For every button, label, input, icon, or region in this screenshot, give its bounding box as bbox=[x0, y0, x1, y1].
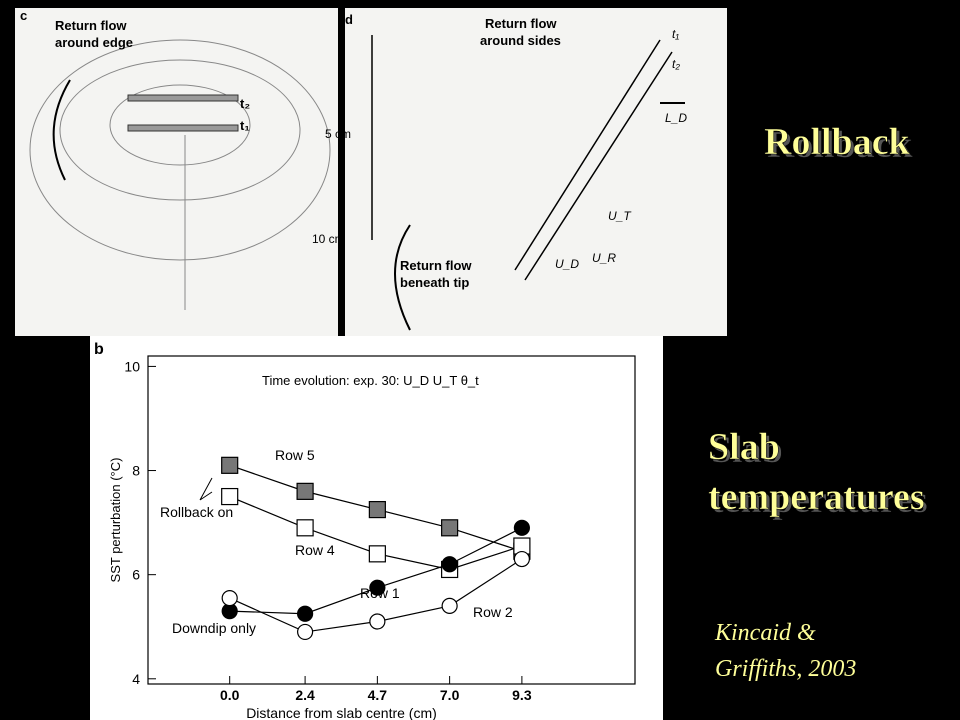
caption: Return flow bbox=[400, 258, 472, 273]
subheading: Slab bbox=[708, 426, 780, 468]
slab-t1 bbox=[127, 124, 239, 132]
citation: Kincaid & bbox=[714, 620, 816, 646]
subheading: temperatures bbox=[708, 476, 925, 518]
series-label: Row 1 bbox=[360, 585, 400, 601]
x-tick-label: 9.3 bbox=[512, 687, 532, 703]
marker bbox=[369, 613, 386, 630]
label: t₁ bbox=[240, 118, 250, 133]
y-tick-label: 10 bbox=[124, 358, 140, 374]
label: U_T bbox=[608, 209, 632, 223]
marker bbox=[221, 456, 239, 474]
plot-frame bbox=[147, 355, 636, 685]
panel-divider bbox=[338, 8, 345, 336]
pointer bbox=[199, 477, 213, 501]
label: U_R bbox=[592, 251, 616, 265]
caption: around sides bbox=[480, 33, 561, 48]
caption: Return flow bbox=[485, 16, 557, 31]
marker bbox=[296, 623, 314, 641]
heading: Rollback bbox=[764, 121, 911, 163]
marker bbox=[221, 487, 239, 506]
subtitle: Time evolution: exp. 30: U_D U_T θ_t bbox=[262, 373, 479, 388]
panel-letter: b bbox=[94, 341, 104, 358]
scale-label: 10 cm bbox=[312, 232, 345, 246]
x-tick-label: 7.0 bbox=[440, 687, 460, 703]
x-tick-label: 4.7 bbox=[368, 687, 388, 703]
caption: around edge bbox=[55, 35, 133, 50]
label: t₂ bbox=[240, 96, 250, 111]
citation: Griffiths, 2003 bbox=[715, 656, 856, 682]
y-tick-label: 8 bbox=[132, 463, 140, 479]
x-tick-label: 0.0 bbox=[220, 687, 240, 703]
subheading-shadow: temperatures bbox=[711, 479, 928, 521]
panel-letter: c bbox=[20, 8, 27, 23]
photo-panels bbox=[15, 8, 727, 336]
series-label: Row 2 bbox=[473, 604, 513, 620]
x-label: Distance from slab centre (cm) bbox=[246, 705, 437, 720]
marker bbox=[368, 500, 386, 519]
caption: Return flow bbox=[55, 18, 127, 33]
marker bbox=[296, 605, 314, 622]
y-tick-label: 4 bbox=[132, 671, 140, 687]
slab-t2 bbox=[127, 94, 239, 102]
label: L_D bbox=[665, 111, 687, 125]
x-tick-label: 2.4 bbox=[295, 687, 315, 703]
chart-panel bbox=[90, 336, 663, 720]
annotation: Rollback on bbox=[160, 504, 233, 520]
slab-line bbox=[514, 39, 661, 271]
label: t₂ bbox=[672, 57, 680, 71]
y-label: SST perturbation (°C) bbox=[108, 458, 123, 583]
arrow bbox=[394, 224, 411, 331]
label: t₁ bbox=[672, 27, 679, 41]
marker bbox=[221, 589, 238, 607]
marker bbox=[513, 550, 530, 568]
subheading-shadow: Slab bbox=[711, 429, 783, 471]
marker bbox=[296, 482, 314, 500]
marker bbox=[369, 579, 386, 596]
scale-label: 5 cm bbox=[325, 127, 351, 141]
series-label: Row 5 bbox=[275, 447, 315, 463]
marker bbox=[513, 519, 530, 536]
annotation: Downdip only bbox=[172, 620, 256, 636]
y-tick-label: 6 bbox=[132, 567, 140, 583]
series-label: Row 4 bbox=[295, 542, 335, 558]
marker bbox=[441, 556, 458, 573]
heading-shadow: Rollback bbox=[767, 124, 914, 166]
marker bbox=[441, 597, 458, 615]
caption: beneath tip bbox=[400, 275, 469, 290]
flow-lines bbox=[29, 39, 331, 310]
label: U_D bbox=[555, 257, 579, 271]
marker bbox=[368, 545, 386, 563]
slab-line bbox=[524, 51, 673, 281]
panel-letter: d bbox=[345, 12, 353, 27]
arrow bbox=[52, 79, 71, 181]
marker bbox=[296, 519, 314, 537]
marker bbox=[441, 519, 459, 537]
